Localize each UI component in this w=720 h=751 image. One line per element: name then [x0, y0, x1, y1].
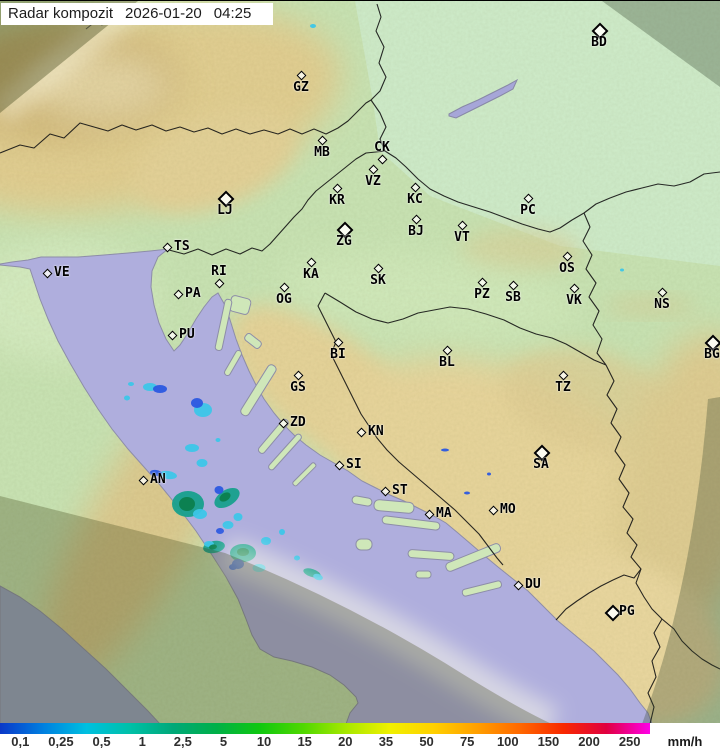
radar-echo — [193, 509, 207, 519]
city-label: OS — [559, 261, 575, 276]
city-label: ZD — [290, 415, 306, 430]
city-label: SA — [533, 457, 549, 472]
radar-echo — [441, 448, 449, 452]
legend-tick: 100 — [496, 734, 519, 749]
city-label: PU — [179, 327, 195, 342]
city-label: PA — [185, 286, 201, 301]
city-label: TZ — [555, 380, 571, 395]
city-label: PG — [619, 604, 635, 619]
city-label: KR — [329, 193, 345, 208]
radar-echo — [214, 486, 224, 494]
city-label: AN — [150, 472, 166, 487]
city-label: BG — [704, 347, 720, 362]
legend-tick: 20 — [338, 734, 353, 749]
radar-echo — [209, 544, 217, 550]
title-time: 04:25 — [213, 5, 252, 22]
radar-echo — [128, 382, 134, 386]
legend-tick: 0,5 — [92, 734, 111, 749]
radar-echo — [153, 385, 167, 393]
radar-echo — [124, 395, 130, 401]
city-label: SI — [346, 457, 362, 472]
coverage-boundary — [0, 1, 720, 724]
legend-tick: 150 — [537, 734, 560, 749]
city-label: MO — [500, 502, 516, 517]
legend: 0,1 0,25 0,5 1 2,5 5 10 15 20 35 50 75 100 150 200 250 … — [0, 723, 720, 751]
radar-echo — [487, 472, 491, 476]
city-label: VK — [566, 293, 582, 308]
radar-echo — [233, 513, 243, 521]
city-label: VZ — [365, 174, 381, 189]
city-label: OG — [276, 292, 292, 307]
radar-echo — [464, 491, 470, 495]
radar-echo — [279, 529, 285, 535]
legend-tick: 0,1 — [11, 734, 30, 749]
city-label: KN — [368, 424, 384, 439]
legend-tick: 1 — [138, 734, 146, 749]
app-title: Radar kompozit — [8, 5, 114, 22]
radar-echo — [185, 444, 199, 452]
city-label: GZ — [293, 80, 309, 95]
city-label: SB — [505, 290, 521, 305]
title-bar: Radar kompozit 2026-01-20 04:25 — [1, 3, 274, 25]
city-label: BI — [330, 347, 346, 362]
city-label: CK — [374, 140, 390, 155]
city-label: BL — [439, 355, 455, 370]
legend-tick: 250 — [618, 734, 641, 749]
legend-unit: mm/h — [667, 734, 703, 749]
legend-gradient-bar — [0, 723, 650, 734]
city-label: TS — [174, 239, 190, 254]
radar-echo — [310, 24, 316, 28]
islands — [214, 295, 502, 597]
radar-echo-layer — [124, 24, 624, 581]
legend-tick: 0,25 — [48, 734, 74, 749]
legend-tick: 15 — [297, 734, 312, 749]
city-label: ST — [392, 483, 408, 498]
city-label: KA — [303, 267, 319, 282]
city-label: MA — [436, 506, 452, 521]
radar-echo — [150, 469, 162, 477]
map-canvas — [0, 1, 720, 724]
legend-tick: 2,5 — [173, 734, 192, 749]
radar-echo — [261, 537, 271, 545]
city-label: PZ — [474, 287, 490, 302]
radar-echo — [196, 459, 208, 467]
city-label: BJ — [408, 224, 424, 239]
radar-echo — [191, 398, 203, 408]
radar-echo — [215, 438, 221, 442]
city-label: GS — [290, 380, 306, 395]
legend-tick: 50 — [419, 734, 434, 749]
legend-tick: 35 — [378, 734, 394, 749]
legend-tick: 5 — [219, 734, 228, 749]
city-label: MB — [314, 145, 330, 160]
radar-echo — [620, 268, 624, 272]
radar-echo — [179, 497, 195, 511]
city-label: RI — [211, 264, 227, 279]
city-label: VT — [454, 230, 470, 245]
city-label: KC — [407, 192, 423, 207]
legend-tick-row: 0,1 0,25 0,5 1 2,5 5 10 15 20 35 50 75 100 150 200 250 — [0, 734, 650, 751]
radar-map: VE TS RI PA PU LJ GZ MB CK VZ KR KC BJ ZG VT PC KA SK OS PZ… — [0, 0, 720, 724]
tyrrhenian-sea — [0, 585, 161, 724]
city-label: LJ — [217, 203, 233, 218]
city-label: NS — [654, 297, 670, 312]
city-label: PC — [520, 203, 536, 218]
radar-echo — [159, 470, 177, 480]
city-label: BD — [591, 35, 607, 50]
legend-tick: 200 — [578, 734, 600, 749]
city-label: SK — [370, 273, 386, 288]
city-label: ZG — [336, 234, 352, 249]
city-label: DU — [525, 577, 541, 592]
lake-balaton — [448, 78, 519, 119]
legend-tick: 75 — [459, 734, 475, 749]
city-label: VE — [54, 265, 70, 280]
title-date: 2026-01-20 — [125, 5, 202, 22]
radar-echo — [216, 528, 224, 534]
radar-echo — [219, 492, 231, 502]
radar-echo — [294, 555, 300, 561]
radar-echo — [222, 521, 234, 529]
legend-tick: 10 — [256, 734, 272, 749]
